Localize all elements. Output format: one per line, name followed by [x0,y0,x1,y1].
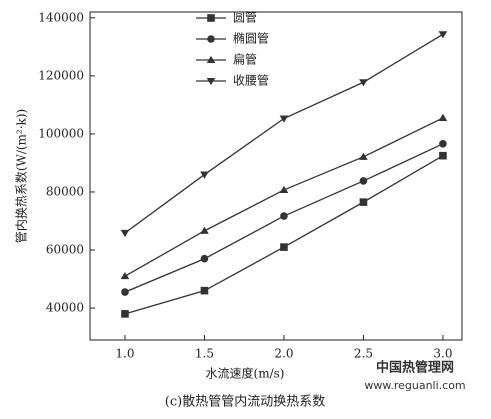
marker [280,212,288,220]
marker [438,31,448,39]
series-line [124,155,444,315]
y-tick-label: 40000 [46,301,84,315]
marker [200,286,209,295]
y-tick-label: 140000 [38,10,84,24]
x-axis-label: 水流速度(m/s) [206,366,285,381]
marker [207,14,215,22]
plot-frame [89,11,463,341]
x-tick-label: 2.5 [354,347,373,361]
watermark-name: 中国热管理网 [376,360,454,376]
marker [200,171,209,179]
marker [207,35,215,43]
y-tick-label: 80000 [46,184,84,198]
marker [200,226,209,234]
x-tick-label: 1.0 [115,347,134,361]
marker [359,79,368,87]
marker [439,139,447,148]
marker [439,151,447,160]
watermark-url: www.reguanli.com [364,379,465,392]
marker [280,243,288,251]
marker [359,152,368,160]
x-tick-label: 2.0 [274,347,293,361]
legend-label: 椭圆管 [233,31,269,46]
marker [121,288,129,296]
marker [438,113,448,121]
marker [279,185,289,193]
marker [200,254,209,263]
marker [121,310,129,318]
marker [206,55,216,64]
y-axis-label: 管内换热系数(W/(m²·k)) [14,109,29,243]
y-tick-label: 100000 [38,126,84,140]
x-tick-label: 1.5 [195,347,214,361]
marker [359,198,368,206]
x-tick-label: 3.0 [433,347,452,361]
y-tick-label: 120000 [38,68,84,82]
legend-label: 圆管 [233,10,257,25]
marker [120,229,130,238]
marker [359,177,368,185]
marker [120,271,130,280]
marker [206,77,216,86]
series-line [124,117,444,277]
y-tick-label: 60000 [46,243,84,257]
chart-caption: (c)散热管管内流动换热系数 [165,394,325,410]
marker [279,115,289,123]
series-line [124,33,444,234]
legend-label: 扁管 [233,52,257,67]
legend-label: 收腰管 [233,73,269,88]
